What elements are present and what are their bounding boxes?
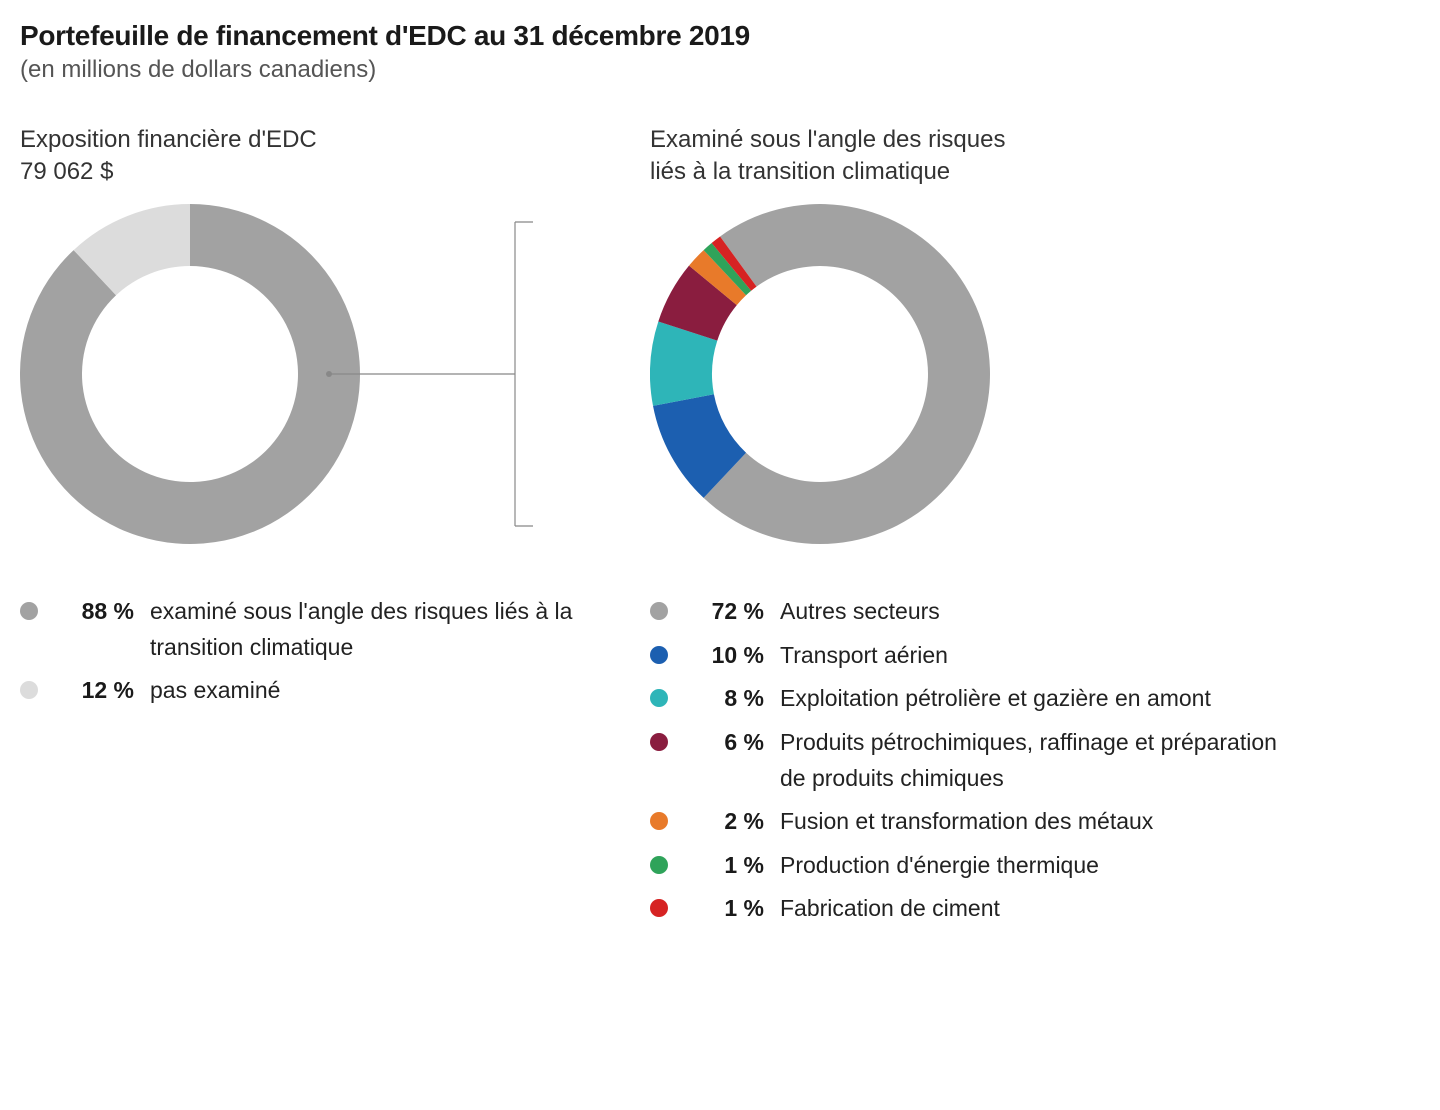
legend-label: Fabrication de ciment [780, 891, 1280, 927]
legend-swatch [20, 681, 38, 699]
legend-label: Autres secteurs [780, 594, 1280, 630]
legend-percent: 8 % [686, 681, 764, 717]
legend-percent: 2 % [686, 804, 764, 840]
left-donut-wrap [20, 204, 650, 564]
legend-percent: 12 % [56, 673, 134, 709]
legend-item: 88 % examiné sous l'angle des risques lié… [20, 594, 650, 665]
right-heading: Examiné sous l'angle des risques liés à … [650, 124, 1280, 190]
left-heading: Exposition financière d'EDC 79 062 $ [20, 124, 650, 190]
legend-label: Exploitation pétrolière et gazière en am… [780, 681, 1280, 717]
legend-item: 2 % Fusion et transformation des métaux [650, 804, 1280, 840]
legend-percent: 10 % [686, 638, 764, 674]
legend-label: examiné sous l'angle des risques liés à … [150, 594, 650, 665]
legend-item: 1 % Production d'énergie thermique [650, 848, 1280, 884]
legend-item: 10 % Transport aérien [650, 638, 1280, 674]
legend-swatch [650, 733, 668, 751]
legend-percent: 88 % [56, 594, 134, 630]
legend-percent: 1 % [686, 891, 764, 927]
legend-item: 8 % Exploitation pétrolière et gazière en… [650, 681, 1280, 717]
legend-label: Produits pétrochimiques, raffinage et pr… [780, 725, 1280, 796]
right-heading-line1: Examiné sous l'angle des risques [650, 124, 1280, 156]
left-heading-line2: 79 062 $ [20, 156, 650, 188]
legend-percent: 72 % [686, 594, 764, 630]
legend-percent: 1 % [686, 848, 764, 884]
legend-label: Fusion et transformation des métaux [780, 804, 1280, 840]
legend-label: Production d'énergie thermique [780, 848, 1280, 884]
left-donut-chart [20, 204, 360, 544]
legend-item: 72 % Autres secteurs [650, 594, 1280, 630]
legend-item: 6 % Produits pétrochimiques, raffinage et… [650, 725, 1280, 796]
legend-percent: 6 % [686, 725, 764, 761]
chart-container: Portefeuille de financement d'EDC au 31 … [20, 20, 1280, 935]
right-heading-line2: liés à la transition climatique [650, 156, 1280, 188]
legend-swatch [20, 602, 38, 620]
right-donut-chart [650, 204, 990, 544]
right-legend: 72 % Autres secteurs 10 % Transport aérien 8… [650, 594, 1280, 927]
legend-swatch [650, 856, 668, 874]
legend-item: 1 % Fabrication de ciment [650, 891, 1280, 927]
left-heading-line1: Exposition financière d'EDC [20, 124, 650, 156]
page-subtitle: (en millions de dollars canadiens) [20, 56, 1280, 84]
legend-label: pas examiné [150, 673, 650, 709]
legend-item: 12 % pas examiné [20, 673, 650, 709]
donut-slice [704, 204, 990, 544]
legend-swatch [650, 602, 668, 620]
charts-row: Exposition financière d'EDC 79 062 $ 88 … [20, 124, 1280, 935]
legend-swatch [650, 899, 668, 917]
legend-swatch [650, 689, 668, 707]
legend-swatch [650, 812, 668, 830]
left-column: Exposition financière d'EDC 79 062 $ 88 … [20, 124, 650, 935]
left-legend: 88 % examiné sous l'angle des risques lié… [20, 594, 650, 709]
page-title: Portefeuille de financement d'EDC au 31 … [20, 20, 1280, 52]
right-column: Examiné sous l'angle des risques liés à … [650, 124, 1280, 935]
right-donut-wrap [650, 204, 1280, 564]
legend-label: Transport aérien [780, 638, 1280, 674]
legend-swatch [650, 646, 668, 664]
